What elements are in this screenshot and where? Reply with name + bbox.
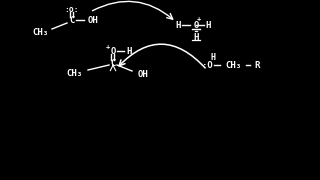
Text: R: R (254, 60, 260, 69)
Text: :O: :O (202, 60, 212, 69)
Text: +: + (106, 44, 110, 50)
Text: :o:: :o: (65, 4, 79, 14)
Text: CH₃: CH₃ (66, 69, 82, 78)
Text: CH₃: CH₃ (32, 28, 48, 37)
Text: OH: OH (138, 69, 148, 78)
Text: OH: OH (88, 15, 98, 24)
Text: O: O (110, 46, 116, 55)
Text: H: H (211, 53, 215, 62)
Text: H: H (193, 33, 199, 42)
Text: C: C (110, 58, 116, 68)
Text: H: H (126, 46, 132, 55)
Text: O: O (193, 21, 199, 30)
Text: C: C (69, 15, 75, 24)
Text: +: + (197, 16, 201, 22)
Text: H: H (175, 21, 181, 30)
Text: H: H (205, 21, 211, 30)
Text: CH₃: CH₃ (225, 60, 241, 69)
